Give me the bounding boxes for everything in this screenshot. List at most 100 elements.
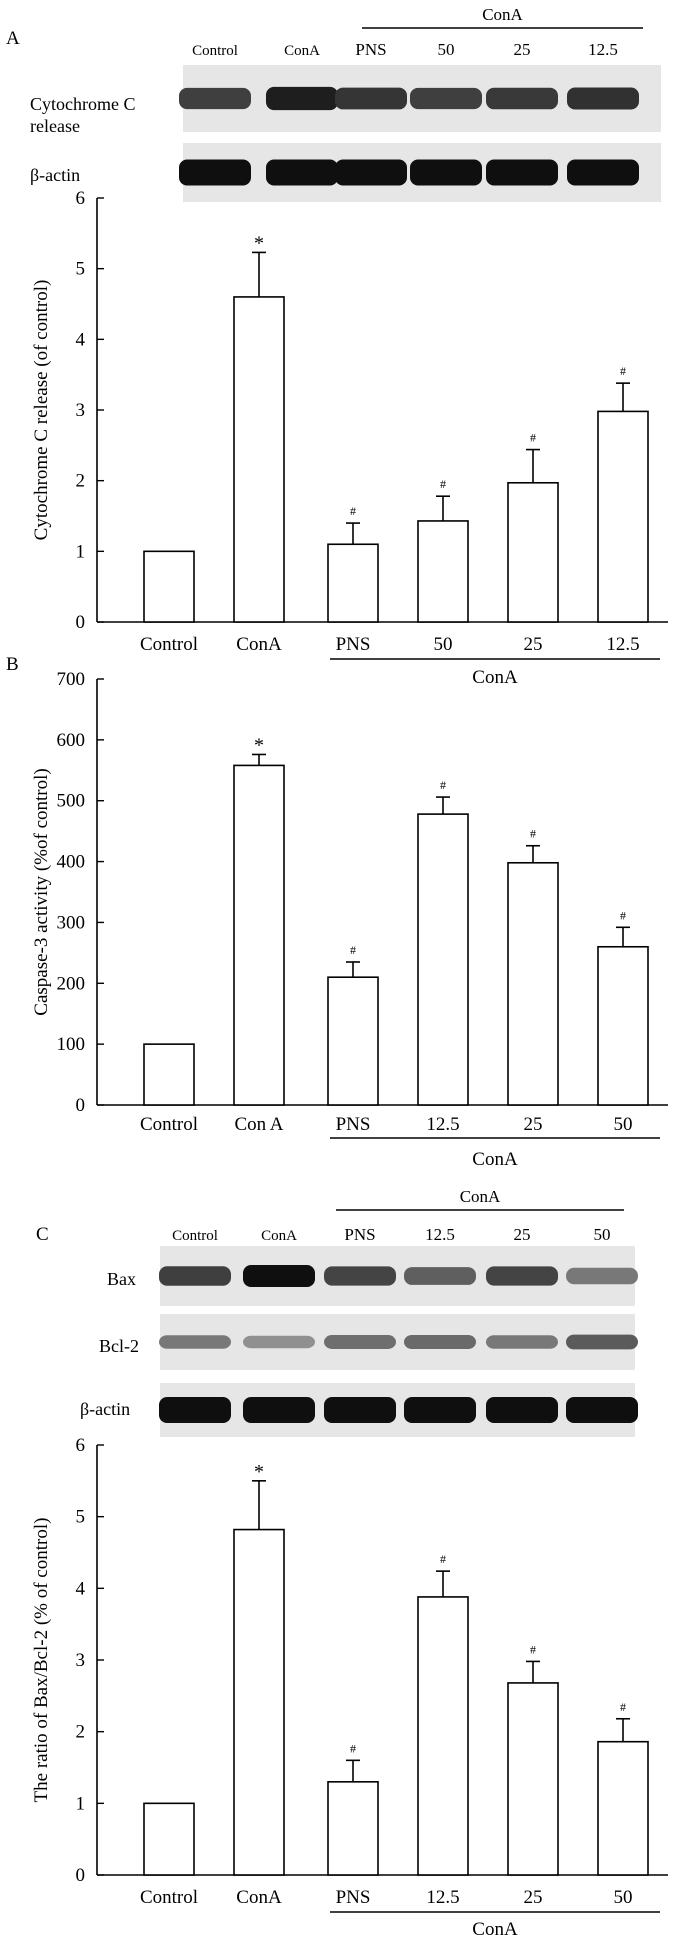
x-tick-label: Control — [140, 634, 198, 655]
bar-chart-2: 0 1 2 3 4 5 6 The ratio of Bax/Bcl-2 (% of cont… — [31, 1435, 668, 1935]
y-tick-label: 5 — [76, 1507, 86, 1528]
blot-row-label: β-actin — [30, 165, 80, 185]
significance-mark: * — [254, 232, 264, 254]
blot-row-label: β-actin — [80, 1399, 130, 1419]
blot-strip — [160, 1383, 635, 1437]
x-tick-label: 12.5 — [426, 1114, 459, 1135]
x-tick-label: ConA — [236, 634, 282, 655]
y-tick-label: 700 — [57, 669, 86, 690]
blot-band — [266, 86, 338, 111]
x-tick-label: 50 — [434, 634, 453, 655]
blot-lane-label: ConA — [284, 43, 320, 59]
bar — [507, 1682, 559, 1876]
y-tick-label: 600 — [57, 730, 86, 751]
significance-mark: # — [530, 431, 536, 445]
significance-mark: # — [440, 1552, 446, 1566]
y-tick-label: 2 — [76, 471, 86, 492]
blot-band — [159, 1266, 231, 1286]
y-tick-label: 4 — [76, 1578, 86, 1599]
x-tick-label: 25 — [524, 634, 543, 655]
blot-band — [486, 1335, 558, 1349]
y-tick-label: 6 — [76, 1435, 86, 1456]
blot-row-label: Cytochrome C — [30, 94, 136, 114]
x-tick-label: 25 — [524, 1114, 543, 1135]
blot-strip — [160, 1246, 635, 1306]
blot-lane-label: 12.5 — [588, 40, 618, 59]
y-tick-label: 100 — [57, 1034, 86, 1055]
group-label: ConA — [472, 1919, 518, 1935]
blot-band — [324, 1397, 396, 1423]
blot-group-label: ConA — [482, 5, 523, 24]
blot-row-label: release — [30, 116, 80, 136]
x-tick-label: 50 — [614, 1887, 633, 1908]
group-label: ConA — [472, 1149, 518, 1170]
significance-mark: # — [530, 1642, 536, 1656]
bar — [597, 1740, 649, 1876]
blot-band — [566, 1267, 638, 1285]
bar-chart-1: 0 100 200 300 400 500 600 700 Caspase-3 activity… — [31, 669, 668, 1170]
y-tick-label: 3 — [76, 1650, 86, 1671]
blot-band — [179, 159, 251, 186]
y-tick-label: 6 — [76, 188, 86, 209]
significance-mark: # — [530, 827, 536, 841]
x-tick-label: PNS — [336, 1887, 371, 1908]
y-tick-label: 500 — [57, 791, 86, 812]
x-tick-label: Con A — [234, 1114, 283, 1135]
blot-band — [486, 87, 558, 110]
blot-group-label: ConA — [460, 1187, 501, 1206]
x-tick-label: 12.5 — [606, 634, 639, 655]
y-tick-label: 400 — [57, 852, 86, 873]
blot-lane-label: Control — [172, 1228, 218, 1244]
blot-band — [335, 87, 407, 110]
bar — [233, 764, 285, 1106]
blot-band — [410, 87, 482, 110]
x-tick-label: ConA — [236, 1887, 282, 1908]
blot-band — [567, 159, 639, 186]
blot-lane-label: 25 — [514, 40, 531, 59]
significance-mark: # — [350, 504, 356, 518]
bar — [417, 813, 469, 1106]
y-tick-label: 300 — [57, 912, 86, 933]
blot-band — [410, 159, 482, 186]
x-tick-label: PNS — [336, 634, 371, 655]
significance-mark: * — [254, 1461, 264, 1483]
significance-mark: # — [620, 1700, 626, 1714]
blot-band — [335, 159, 407, 186]
y-tick-label: 0 — [76, 612, 86, 633]
blot-band — [243, 1397, 315, 1423]
blot-lane-label: PNS — [344, 1225, 375, 1244]
blot-lane-label: 50 — [438, 40, 455, 59]
significance-mark: * — [254, 734, 264, 756]
blot-row-label: Bcl-2 — [99, 1336, 139, 1356]
blot-row-label: Bax — [107, 1269, 136, 1289]
y-tick-label: 5 — [76, 259, 86, 280]
bar — [233, 1528, 285, 1876]
panel-letter-A: A — [6, 28, 20, 49]
x-tick-label: Control — [140, 1114, 198, 1135]
y-axis-label: Cytochrome C release (of control) — [31, 280, 52, 541]
blot-band — [404, 1267, 476, 1285]
y-tick-label: 1 — [76, 1793, 86, 1814]
blot-strip — [160, 1314, 635, 1370]
bar — [597, 410, 649, 623]
blot-band — [404, 1334, 476, 1350]
blot-band — [404, 1397, 476, 1423]
y-tick-label: 200 — [57, 973, 86, 994]
blot-lane-label: 50 — [594, 1225, 611, 1244]
y-tick-label: 1 — [76, 541, 86, 562]
significance-mark: # — [440, 477, 446, 491]
blot-band — [486, 1397, 558, 1423]
group-label: ConA — [472, 667, 518, 688]
blot-band — [566, 1334, 638, 1350]
bar — [327, 1781, 379, 1876]
significance-mark: # — [440, 778, 446, 792]
x-tick-label: Control — [140, 1887, 198, 1908]
y-tick-label: 3 — [76, 400, 86, 421]
blot-band — [324, 1335, 396, 1349]
blot-band — [567, 87, 639, 110]
western-blot-2: ConA Control ConA PNS 12.5 25 50 Bax Bcl-2 β-acti… — [80, 1187, 638, 1437]
blot-band — [266, 159, 338, 186]
blot-band — [566, 1397, 638, 1423]
bar — [417, 1596, 469, 1876]
